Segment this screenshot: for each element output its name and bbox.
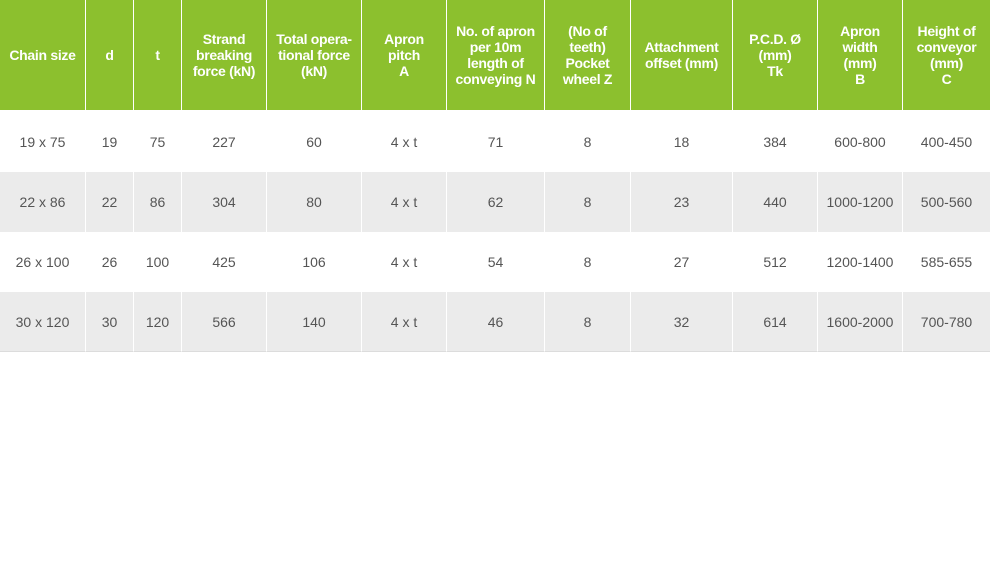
cell-apron-count: 46 [447,292,545,352]
cell-d: 30 [86,292,134,352]
cell-conveyor-height: 700-780 [903,292,990,352]
cell-chain-size: 26 x 100 [0,232,86,292]
table-row: 19 x 75 19 75 227 60 4 x t 71 8 18 384 6… [0,112,990,172]
cell-apron-width: 1600-2000 [818,292,903,352]
cell-pocket-wheel-teeth: 8 [545,292,631,352]
cell-total-operational-force: 140 [267,292,362,352]
cell-attachment-offset: 18 [631,112,733,172]
cell-t: 75 [134,112,182,172]
cell-apron-width: 1000-1200 [818,172,903,232]
cell-apron-count: 71 [447,112,545,172]
cell-t: 100 [134,232,182,292]
cell-conveyor-height: 585-655 [903,232,990,292]
cell-total-operational-force: 106 [267,232,362,292]
header-pcd: P.C.D. Ø (mm) Tk [733,0,818,112]
cell-apron-pitch: 4 x t [362,232,447,292]
header-attachment-offset: Attachment offset (mm) [631,0,733,112]
cell-pcd: 614 [733,292,818,352]
chain-spec-table: Chain size d t Strand breaking force (kN… [0,0,990,352]
header-chain-size: Chain size [0,0,86,112]
cell-strand-breaking-force: 227 [182,112,267,172]
cell-d: 22 [86,172,134,232]
cell-attachment-offset: 27 [631,232,733,292]
header-apron-count: No. of apron per 10m length of conveying… [447,0,545,112]
cell-pocket-wheel-teeth: 8 [545,232,631,292]
header-d: d [86,0,134,112]
header-apron-pitch: Apron pitch A [362,0,447,112]
header-t: t [134,0,182,112]
header-apron-width: Apron width (mm) B [818,0,903,112]
cell-t: 120 [134,292,182,352]
table-row: 26 x 100 26 100 425 106 4 x t 54 8 27 51… [0,232,990,292]
cell-apron-width: 600-800 [818,112,903,172]
header-conveyor-height: Height of conveyor (mm) C [903,0,990,112]
cell-d: 26 [86,232,134,292]
cell-chain-size: 19 x 75 [0,112,86,172]
cell-apron-count: 62 [447,172,545,232]
cell-apron-count: 54 [447,232,545,292]
cell-strand-breaking-force: 425 [182,232,267,292]
cell-pcd: 440 [733,172,818,232]
cell-conveyor-height: 400-450 [903,112,990,172]
cell-t: 86 [134,172,182,232]
cell-pcd: 384 [733,112,818,172]
cell-pcd: 512 [733,232,818,292]
cell-attachment-offset: 32 [631,292,733,352]
cell-conveyor-height: 500-560 [903,172,990,232]
cell-pocket-wheel-teeth: 8 [545,172,631,232]
cell-apron-pitch: 4 x t [362,292,447,352]
header-pocket-wheel-teeth: (No of teeth) Pocket wheel Z [545,0,631,112]
header-total-operational-force: Total opera- tional force (kN) [267,0,362,112]
cell-apron-width: 1200-1400 [818,232,903,292]
cell-attachment-offset: 23 [631,172,733,232]
cell-chain-size: 22 x 86 [0,172,86,232]
cell-pocket-wheel-teeth: 8 [545,112,631,172]
cell-apron-pitch: 4 x t [362,172,447,232]
header-row: Chain size d t Strand breaking force (kN… [0,0,990,112]
table-row: 30 x 120 30 120 566 140 4 x t 46 8 32 61… [0,292,990,352]
table-row: 22 x 86 22 86 304 80 4 x t 62 8 23 440 1… [0,172,990,232]
cell-apron-pitch: 4 x t [362,112,447,172]
header-strand-breaking-force: Strand breaking force (kN) [182,0,267,112]
cell-total-operational-force: 80 [267,172,362,232]
cell-chain-size: 30 x 120 [0,292,86,352]
cell-strand-breaking-force: 566 [182,292,267,352]
cell-strand-breaking-force: 304 [182,172,267,232]
cell-d: 19 [86,112,134,172]
cell-total-operational-force: 60 [267,112,362,172]
